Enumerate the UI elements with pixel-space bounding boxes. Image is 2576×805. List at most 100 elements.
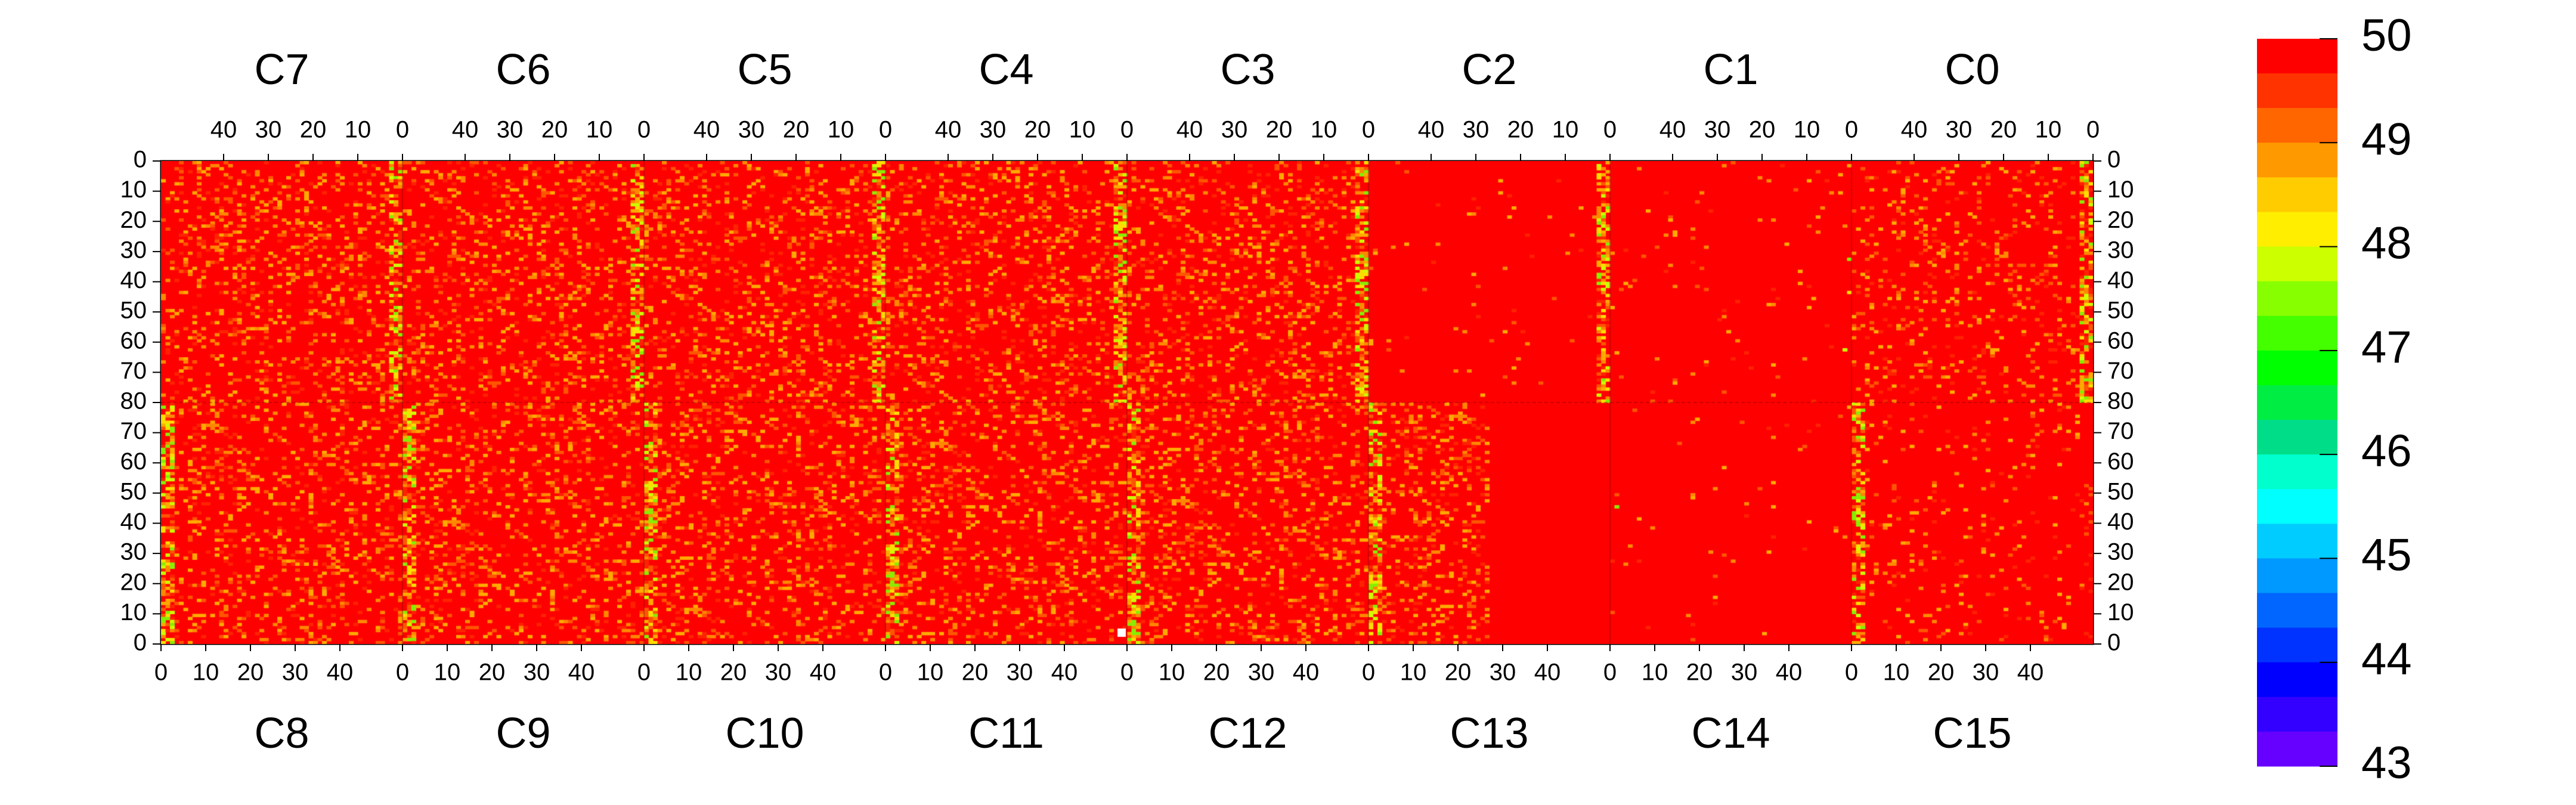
panel-title-bottom-C14: C14 <box>1691 710 1770 757</box>
x-tick-label-top: 0 <box>879 117 892 143</box>
colorbar-segment <box>2257 627 2337 663</box>
x-tick-label-bottom: 20 <box>1928 660 1955 686</box>
y-tick-label-left: 70 <box>120 358 147 384</box>
x-tick-label-top: 20 <box>1507 117 1534 143</box>
colorbar-segment <box>2257 696 2337 732</box>
x-tick-label-bottom: 10 <box>434 660 461 686</box>
x-tick-label-top: 30 <box>1946 117 1973 143</box>
y-tick-label-left: 0 <box>134 147 147 173</box>
panel-title-bottom-C9: C9 <box>496 710 550 757</box>
x-tick-label-bottom: 10 <box>676 660 702 686</box>
y-tick-label-right: 10 <box>2107 599 2134 626</box>
x-tick-label-top: 10 <box>1794 117 1820 143</box>
y-tick-label-left: 20 <box>120 207 147 233</box>
y-tick-label-right: 50 <box>2107 298 2134 324</box>
colorbar-tick-label: 50 <box>2361 10 2412 61</box>
y-tick-label-right: 40 <box>2107 267 2134 293</box>
y-tick-label-right: 20 <box>2107 569 2134 595</box>
x-tick-label-bottom: 0 <box>1362 660 1375 686</box>
panel-title-top-C3: C3 <box>1220 46 1275 94</box>
y-tick-label-left: 80 <box>120 388 147 414</box>
colorbar-segment <box>2257 315 2337 351</box>
x-tick-label-top: 10 <box>1552 117 1579 143</box>
y-tick-label-right: 60 <box>2107 327 2134 354</box>
x-tick-label-top: 20 <box>1749 117 1776 143</box>
x-tick-label-bottom: 40 <box>1776 660 1803 686</box>
panel-title-top-C7: C7 <box>254 46 309 94</box>
x-tick-label-bottom: 40 <box>1051 660 1078 686</box>
x-tick-label-top: 0 <box>637 117 651 143</box>
y-tick-label-right: 20 <box>2107 207 2134 233</box>
x-tick-label-bottom: 10 <box>917 660 944 686</box>
panel-title-top-C2: C2 <box>1462 46 1516 94</box>
y-tick-label-left: 50 <box>120 478 147 504</box>
y-tick-label-left: 0 <box>134 630 147 656</box>
panel-title-bottom-C11: C11 <box>968 710 1044 757</box>
x-tick-label-bottom: 30 <box>1731 660 1758 686</box>
x-tick-label-bottom: 30 <box>1973 660 1999 686</box>
x-tick-label-top: 0 <box>396 117 409 143</box>
x-tick-label-top: 40 <box>935 117 962 143</box>
colorbar-segment <box>2257 420 2337 455</box>
colorbar-segment <box>2257 489 2337 524</box>
x-tick-label-top: 40 <box>1418 117 1445 143</box>
x-tick-label-top: 40 <box>1659 117 1686 143</box>
x-tick-label-top: 40 <box>452 117 479 143</box>
x-tick-label-bottom: 40 <box>568 660 595 686</box>
colorbar-segment <box>2257 385 2337 420</box>
x-tick-label-top: 10 <box>828 117 854 143</box>
y-tick-label-left: 20 <box>120 569 147 595</box>
colorbar-segment <box>2257 212 2337 247</box>
y-tick-label-left: 50 <box>120 298 147 324</box>
x-tick-label-top: 0 <box>1362 117 1375 143</box>
y-tick-label-right: 70 <box>2107 358 2134 384</box>
colorbar-segment <box>2257 281 2337 317</box>
x-tick-label-top: 30 <box>980 117 1007 143</box>
y-tick-label-right: 40 <box>2107 509 2134 535</box>
panel-title-top-C4: C4 <box>979 46 1033 94</box>
x-tick-label-top: 30 <box>1704 117 1731 143</box>
y-tick-label-right: 50 <box>2107 478 2134 504</box>
x-tick-label-bottom: 0 <box>1845 660 1858 686</box>
x-tick-label-top: 30 <box>497 117 524 143</box>
y-tick-label-left: 10 <box>120 599 147 626</box>
x-tick-label-bottom: 20 <box>720 660 747 686</box>
colorbar-tick-label: 45 <box>2361 530 2412 581</box>
colorbar-segment <box>2257 524 2337 559</box>
colorbar-tick-label: 48 <box>2361 218 2412 269</box>
x-tick-label-top: 20 <box>300 117 327 143</box>
y-tick-label-right: 0 <box>2107 147 2120 173</box>
colorbar-segment <box>2257 108 2337 143</box>
x-tick-label-top: 30 <box>255 117 282 143</box>
y-tick-label-left: 40 <box>120 267 147 293</box>
colorbar-segment <box>2257 39 2337 74</box>
x-tick-label-bottom: 40 <box>327 660 354 686</box>
y-tick-label-right: 70 <box>2107 418 2134 444</box>
x-tick-label-top: 10 <box>1311 117 1337 143</box>
x-tick-label-top: 40 <box>693 117 720 143</box>
x-tick-label-bottom: 20 <box>1445 660 1472 686</box>
x-tick-label-bottom: 20 <box>479 660 506 686</box>
colorbar-tick-label: 43 <box>2361 738 2412 788</box>
y-tick-label-right: 0 <box>2107 630 2120 656</box>
x-tick-label-top: 10 <box>2035 117 2062 143</box>
y-tick-label-left: 60 <box>120 327 147 354</box>
x-tick-label-top: 10 <box>586 117 613 143</box>
y-tick-label-left: 70 <box>120 418 147 444</box>
y-tick-label-left: 10 <box>120 177 147 203</box>
y-tick-label-left: 30 <box>120 539 147 565</box>
x-tick-label-bottom: 30 <box>1007 660 1033 686</box>
x-tick-label-top: 40 <box>1176 117 1203 143</box>
y-tick-label-right: 80 <box>2107 388 2134 414</box>
colorbar-segment <box>2257 558 2337 594</box>
panel-title-bottom-C10: C10 <box>725 710 804 757</box>
colorbar-segment <box>2257 454 2337 490</box>
panel-title-bottom-C13: C13 <box>1450 710 1528 757</box>
y-tick-label-right: 30 <box>2107 539 2134 565</box>
x-tick-label-bottom: 30 <box>282 660 309 686</box>
x-tick-label-bottom: 0 <box>879 660 892 686</box>
x-tick-label-bottom: 40 <box>1534 660 1561 686</box>
x-tick-label-top: 20 <box>1990 117 2017 143</box>
